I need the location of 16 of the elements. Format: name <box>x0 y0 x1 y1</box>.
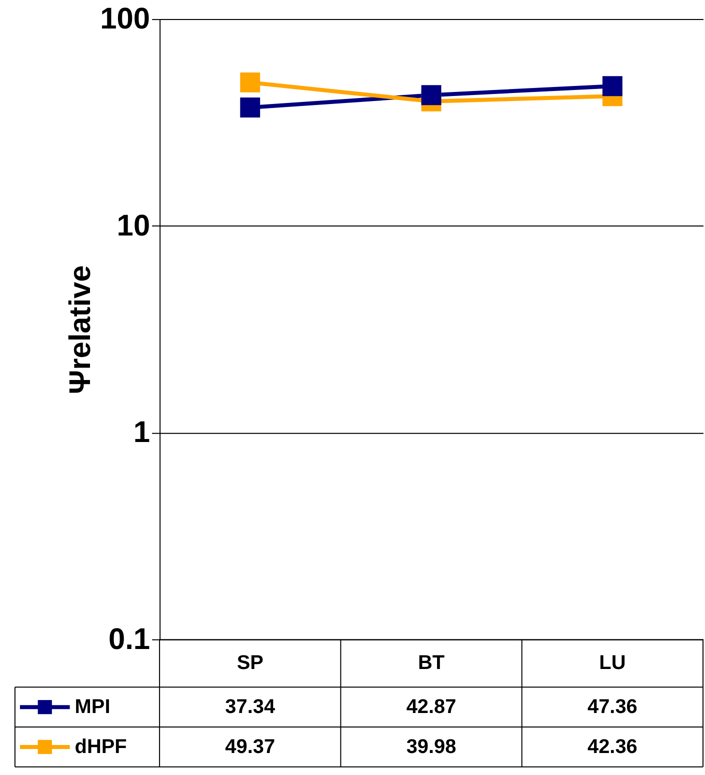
data-label: 42.36 <box>587 736 638 758</box>
x-tick-label: SP <box>236 652 264 674</box>
data-label: 49.37 <box>225 736 276 758</box>
y-tick-label: 1 <box>133 416 150 450</box>
x-tick-label: LU <box>599 652 626 674</box>
legend-label: MPI <box>74 696 110 718</box>
x-tick-label: BT <box>418 652 445 674</box>
y-tick-label: 0.1 <box>108 622 150 656</box>
data-label: 39.98 <box>406 736 456 758</box>
y-axis-title: Ψrelative <box>64 265 98 394</box>
data-label: 37.34 <box>225 696 276 718</box>
data-label: 47.36 <box>587 696 638 718</box>
y-tick-label: 10 <box>116 209 150 242</box>
legend-label: dHPF <box>74 736 127 758</box>
y-tick-label: 100 <box>100 2 150 36</box>
data-label: 42.87 <box>406 696 456 718</box>
